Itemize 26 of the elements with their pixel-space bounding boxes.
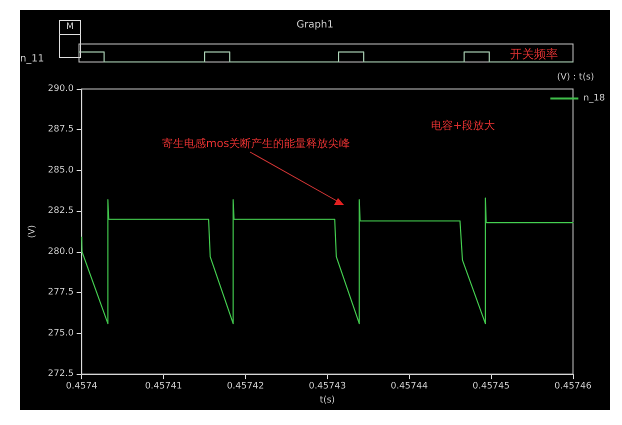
x-tick-label: 0.45741: [144, 382, 182, 392]
x-tick-label: 0.45742: [226, 382, 264, 392]
y-tick-label: 290.0: [48, 84, 74, 94]
x-tick-label: 0.45745: [472, 382, 510, 392]
y-tick-label: 287.5: [48, 124, 74, 135]
y-tick-label: 285.0: [48, 165, 74, 176]
m-box: M: [59, 20, 81, 58]
legend-label: n_18: [583, 94, 606, 104]
y-tick-label: 277.5: [48, 288, 74, 298]
y-tick-label: 280.0: [48, 246, 74, 257]
y-tick-label: 272.5: [48, 369, 74, 380]
y-tick-label: 275.0: [48, 328, 74, 338]
y-axis-title: (V): [28, 224, 38, 238]
x-tick-label: 0.45744: [390, 382, 428, 392]
x-tick-label: 0.45746: [554, 382, 592, 392]
annotation: 寄生电感mos关断产生的能量释放尖峰: [162, 137, 350, 150]
line-series: [81, 198, 574, 324]
x-tick-label: 0.45743: [308, 382, 346, 392]
y-axis-title: n_11: [20, 54, 44, 64]
x-axis-title: t(s): [320, 396, 335, 406]
y-tick-label: 282.5: [48, 206, 74, 216]
chart-title: Graph1: [296, 20, 334, 30]
text: (V) : t(s): [557, 72, 594, 82]
annotation: 开关频率: [510, 47, 558, 61]
annotation: 电容+段放大: [431, 119, 496, 132]
x-tick-label: 0.4574: [66, 382, 98, 392]
